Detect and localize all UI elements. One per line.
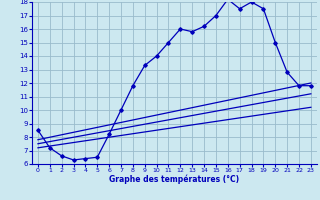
X-axis label: Graphe des températures (°C): Graphe des températures (°C) bbox=[109, 175, 239, 184]
